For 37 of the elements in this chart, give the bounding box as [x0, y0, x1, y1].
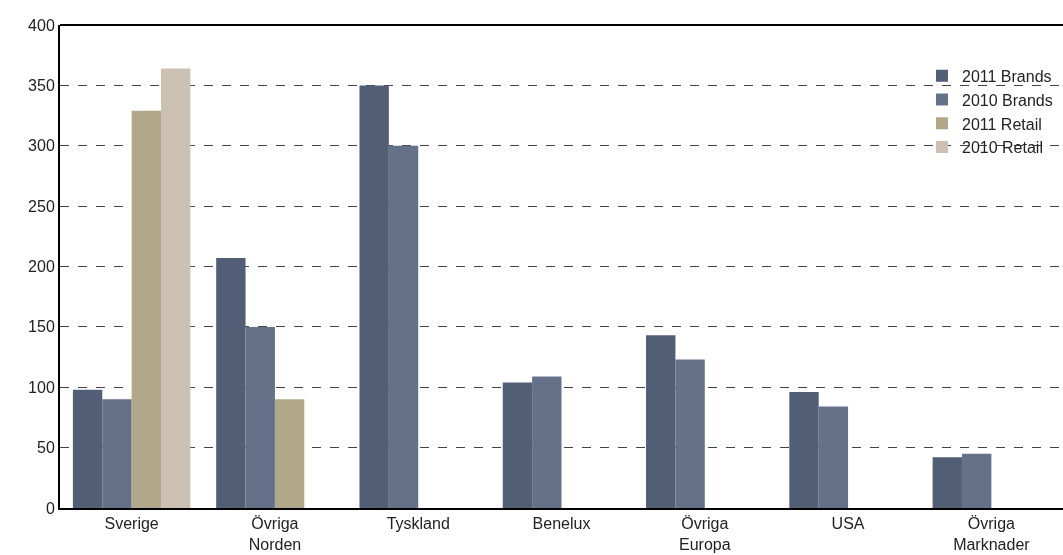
- bar: [245, 326, 275, 508]
- bar: [72, 389, 103, 508]
- x-tick-label: Tyskland: [386, 515, 450, 533]
- bar: [388, 145, 419, 508]
- legend-label: 2011 Brands: [961, 67, 1052, 85]
- y-tick-label: 250: [28, 197, 55, 215]
- y-tick-label: 400: [28, 16, 55, 34]
- bar: [818, 406, 849, 508]
- x-tick-label: USA: [831, 515, 865, 533]
- bar: [789, 392, 819, 508]
- legend-label: 2011 Retail: [961, 115, 1042, 133]
- x-tick-label: Sverige: [104, 515, 159, 533]
- y-tick-label: 100: [28, 378, 55, 396]
- legend-label: 2010 Brands: [961, 91, 1053, 109]
- x-tick-label: Övriga Marknader: [953, 515, 1031, 553]
- y-tick-label: 150: [28, 318, 55, 336]
- y-tick-label: 200: [28, 258, 55, 276]
- bar: [502, 382, 533, 508]
- bar: [161, 68, 191, 508]
- y-tick-label: 350: [28, 76, 55, 94]
- bar: [274, 399, 305, 508]
- bar: [675, 359, 705, 508]
- bar: [532, 376, 562, 508]
- bar: [961, 453, 992, 508]
- bar: [359, 85, 389, 508]
- bar: [646, 335, 676, 508]
- x-tick-label: Övriga Norden: [248, 515, 302, 553]
- x-tick-label: Benelux: [532, 515, 591, 533]
- y-tick-label: 300: [28, 137, 55, 155]
- bar: [131, 110, 162, 508]
- y-tick-label: 50: [37, 439, 55, 457]
- y-tick-label: 0: [45, 499, 55, 517]
- bar: [102, 399, 132, 508]
- x-tick-label: Övriga Europa: [678, 515, 731, 553]
- legend-label: 2010 Retail: [961, 139, 1043, 157]
- bar: [216, 258, 246, 508]
- bar: [932, 457, 962, 508]
